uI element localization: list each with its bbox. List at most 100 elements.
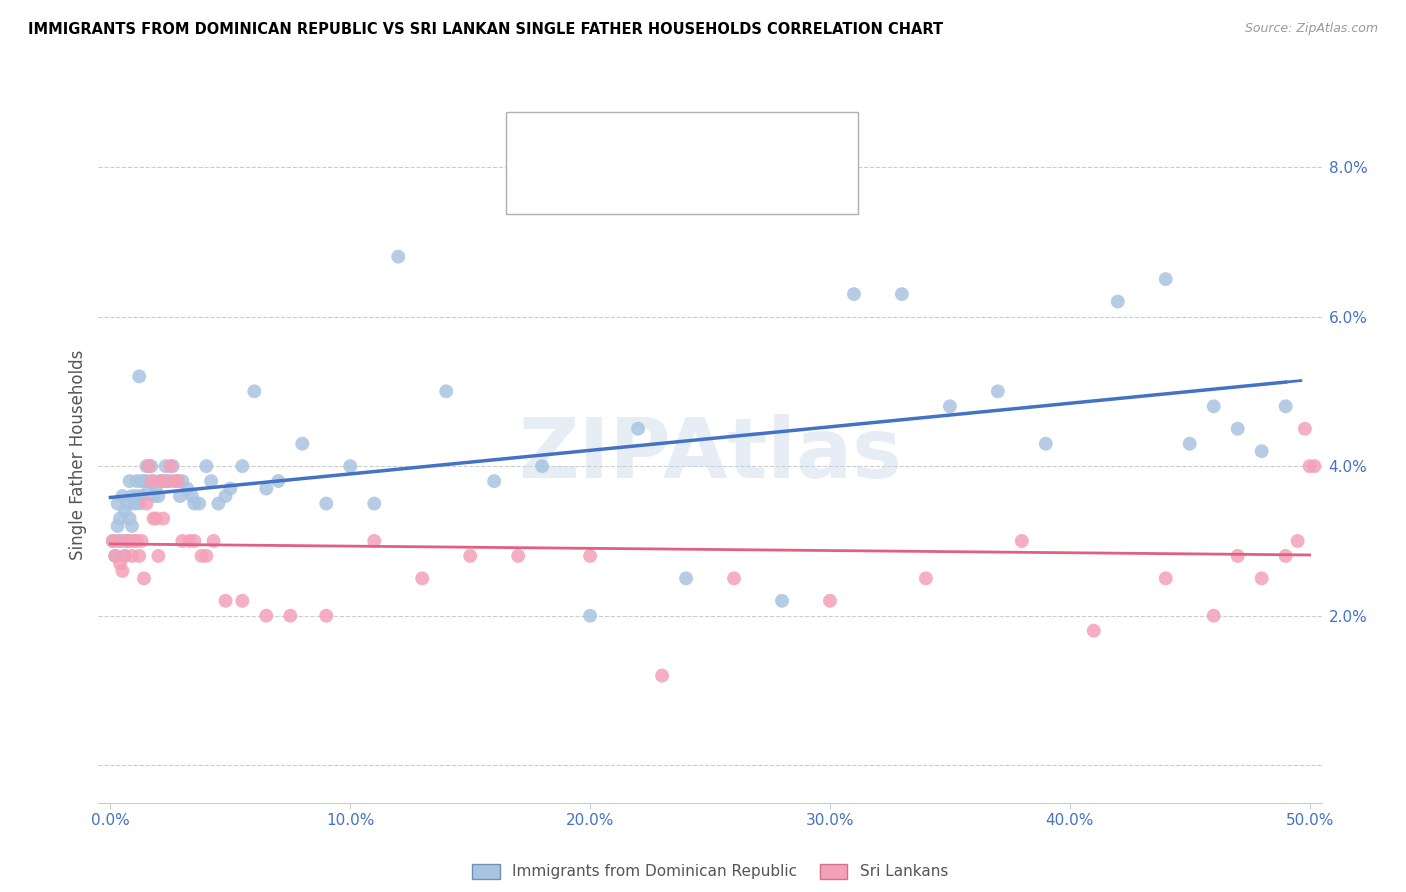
Point <box>1035 436 1057 450</box>
Point <box>195 549 218 563</box>
Point <box>1298 459 1320 474</box>
Point <box>131 533 153 548</box>
Point <box>1294 422 1316 436</box>
Y-axis label: Single Father Households: Single Father Households <box>69 350 87 560</box>
Point <box>135 474 157 488</box>
Point <box>202 533 225 548</box>
Point <box>1274 399 1296 413</box>
Point <box>118 474 141 488</box>
Point <box>1202 608 1225 623</box>
Text: N =: N = <box>728 130 756 145</box>
Point <box>115 497 138 511</box>
Point <box>128 369 150 384</box>
Point <box>131 474 153 488</box>
Point <box>166 474 188 488</box>
Point <box>915 571 938 585</box>
Point <box>115 533 138 548</box>
Point <box>579 549 602 563</box>
Point <box>254 482 277 496</box>
Point <box>124 497 146 511</box>
Point <box>152 474 174 488</box>
Point <box>387 250 409 264</box>
Point <box>214 489 236 503</box>
Point <box>118 533 141 548</box>
Point <box>149 474 172 488</box>
Point <box>152 511 174 525</box>
Point <box>121 489 143 503</box>
Point <box>107 519 129 533</box>
Point <box>159 459 181 474</box>
FancyBboxPatch shape <box>506 112 858 214</box>
Text: Source: ZipAtlas.com: Source: ZipAtlas.com <box>1244 22 1378 36</box>
Point <box>458 549 481 563</box>
Point <box>207 497 229 511</box>
Point <box>818 594 841 608</box>
Point <box>1107 294 1129 309</box>
Point <box>842 287 865 301</box>
Point <box>156 474 179 488</box>
Point <box>172 533 194 548</box>
Point <box>243 384 266 399</box>
Point <box>148 489 170 503</box>
Point <box>183 533 205 548</box>
Point <box>125 533 148 548</box>
Point <box>142 489 165 503</box>
Point <box>166 474 188 488</box>
Point <box>190 549 212 563</box>
Point <box>132 571 155 585</box>
Point <box>363 497 385 511</box>
Point <box>411 571 433 585</box>
Point <box>118 511 141 525</box>
Point <box>200 474 222 488</box>
Point <box>890 287 912 301</box>
Point <box>987 384 1010 399</box>
Point <box>579 608 602 623</box>
Point <box>939 399 962 413</box>
Point <box>124 533 146 548</box>
Point <box>363 533 385 548</box>
Point <box>1154 272 1177 286</box>
Point <box>155 474 177 488</box>
Point <box>183 497 205 511</box>
Point <box>482 474 505 488</box>
Point <box>1011 533 1033 548</box>
Point <box>651 668 673 682</box>
Point <box>1202 399 1225 413</box>
Point <box>104 549 127 563</box>
FancyBboxPatch shape <box>517 122 562 154</box>
Text: R =: R = <box>576 130 605 145</box>
Point <box>142 474 165 488</box>
Point <box>108 511 131 525</box>
Point <box>1178 436 1201 450</box>
Text: 80: 80 <box>787 130 808 145</box>
Point <box>124 533 146 548</box>
Point <box>145 482 167 496</box>
Point <box>1274 549 1296 563</box>
Text: IMMIGRANTS FROM DOMINICAN REPUBLIC VS SRI LANKAN SINGLE FATHER HOUSEHOLDS CORREL: IMMIGRANTS FROM DOMINICAN REPUBLIC VS SR… <box>28 22 943 37</box>
Legend: Immigrants from Dominican Republic, Sri Lankans: Immigrants from Dominican Republic, Sri … <box>465 857 955 886</box>
Point <box>108 557 131 571</box>
Text: 57: 57 <box>787 178 808 193</box>
Point <box>148 549 170 563</box>
Point <box>188 497 211 511</box>
Point <box>121 549 143 563</box>
Point <box>135 497 157 511</box>
Point <box>315 608 337 623</box>
Point <box>114 504 136 518</box>
Point <box>339 459 361 474</box>
Point <box>172 474 194 488</box>
Point <box>165 474 187 488</box>
Point <box>1303 459 1326 474</box>
Text: -0.055: -0.055 <box>640 178 695 193</box>
Point <box>315 497 337 511</box>
Point <box>145 511 167 525</box>
Point <box>627 422 650 436</box>
Text: ZIPAtlas: ZIPAtlas <box>517 415 903 495</box>
Point <box>1250 571 1272 585</box>
Point <box>231 459 253 474</box>
Text: 0.380: 0.380 <box>640 130 693 145</box>
Point <box>114 549 136 563</box>
Point <box>111 489 134 503</box>
Point <box>508 549 530 563</box>
Point <box>128 497 150 511</box>
